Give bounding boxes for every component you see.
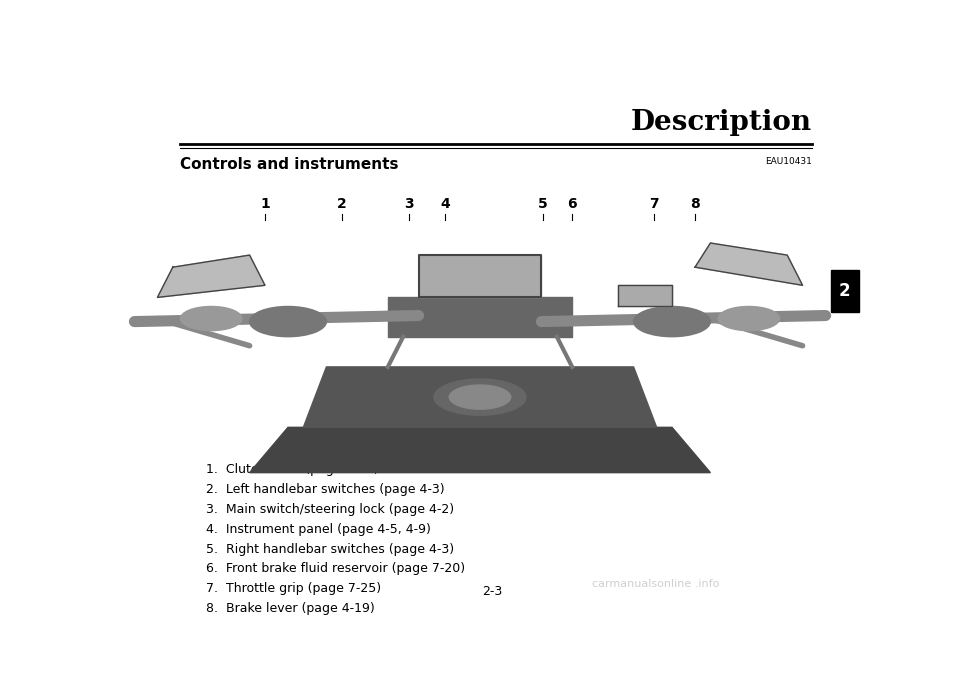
- Text: 2: 2: [337, 198, 347, 211]
- Text: 4: 4: [441, 198, 450, 211]
- Text: 5: 5: [538, 198, 547, 211]
- Circle shape: [180, 306, 242, 331]
- Polygon shape: [695, 243, 803, 285]
- Circle shape: [718, 306, 780, 331]
- Circle shape: [434, 379, 526, 416]
- Text: 1.  Clutch lever (page 4-18): 1. Clutch lever (page 4-18): [205, 463, 378, 476]
- Text: 2-3: 2-3: [482, 585, 502, 598]
- Text: Controls and instruments: Controls and instruments: [180, 158, 398, 172]
- Circle shape: [449, 385, 511, 409]
- Text: 2.  Left handlebar switches (page 4-3): 2. Left handlebar switches (page 4-3): [205, 483, 444, 496]
- Text: 2: 2: [839, 282, 851, 299]
- Text: 5.  Right handlebar switches (page 4-3): 5. Right handlebar switches (page 4-3): [205, 543, 454, 555]
- Text: EAU10431: EAU10431: [765, 158, 812, 166]
- Polygon shape: [303, 367, 657, 427]
- FancyBboxPatch shape: [194, 217, 789, 450]
- Text: 3: 3: [404, 198, 414, 211]
- Text: 8.  Brake lever (page 4-19): 8. Brake lever (page 4-19): [205, 602, 374, 615]
- Text: 6: 6: [566, 198, 576, 211]
- Text: 3.  Main switch/steering lock (page 4-2): 3. Main switch/steering lock (page 4-2): [205, 503, 454, 516]
- Text: 4.  Instrument panel (page 4-5, 4-9): 4. Instrument panel (page 4-5, 4-9): [205, 523, 430, 536]
- Text: 7.  Throttle grip (page 7-25): 7. Throttle grip (page 7-25): [205, 583, 381, 595]
- Text: 7: 7: [649, 198, 659, 211]
- Text: 1: 1: [260, 198, 270, 211]
- Text: carmanualsonline .info: carmanualsonline .info: [592, 579, 719, 589]
- Text: 6.  Front brake fluid reservoir (page 7-20): 6. Front brake fluid reservoir (page 7-2…: [205, 562, 465, 576]
- FancyBboxPatch shape: [830, 270, 859, 312]
- Circle shape: [634, 306, 710, 337]
- Polygon shape: [250, 427, 710, 473]
- Circle shape: [250, 306, 326, 337]
- Polygon shape: [157, 255, 265, 297]
- Text: Description: Description: [631, 109, 812, 136]
- Text: 8: 8: [690, 198, 700, 211]
